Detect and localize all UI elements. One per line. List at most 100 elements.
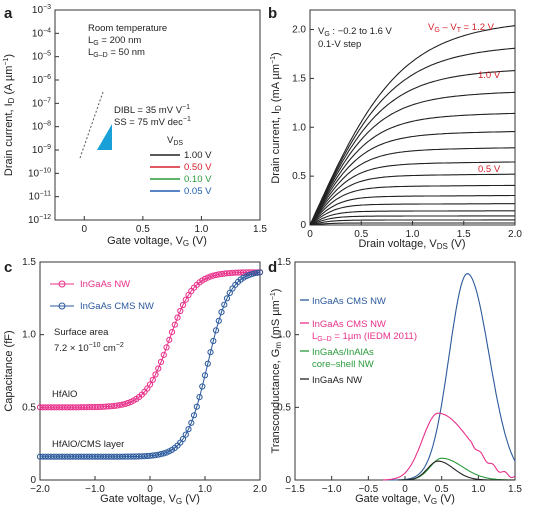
pc-point-1-77 xyxy=(248,271,255,278)
pd-xtick-label-1: −1.0 xyxy=(322,484,342,495)
panel-b-label: b xyxy=(268,5,277,22)
pa-legend-label-0: 1.00 V xyxy=(184,150,212,161)
pc-point-1-59 xyxy=(199,383,206,390)
panel-d: d 0 0.5 1.0 1.5 −1.5 −1.0 −0.5 0 0.5 1.0 1.5 InGa… xyxy=(268,257,522,506)
panel-c-y-ticks: 0 0.5 1.0 1.5 xyxy=(22,257,44,486)
pb-curve-14 xyxy=(309,219,515,226)
panel-c-legend: InGaAs NW InGaAs CMS NW xyxy=(50,279,154,312)
pd-xtick-label-6: 1.5 xyxy=(508,484,522,495)
pc-point-0-30 xyxy=(119,401,126,408)
pb-xtick-label-4: 2.0 xyxy=(508,229,522,240)
pc-point-1-52 xyxy=(179,435,187,443)
pc-point-1-79 xyxy=(254,269,261,276)
pb-ytick-label-1: 0.5 xyxy=(292,171,306,182)
pa-ytick-label-1: 10−11 xyxy=(29,191,52,203)
pc-point-1-64 xyxy=(212,327,220,334)
pc-point-0-41 xyxy=(149,376,156,383)
pc-point-1-43 xyxy=(155,451,162,458)
pb-curve-1 xyxy=(309,47,516,226)
pc-point-0-44 xyxy=(157,358,165,365)
pc-legend-marker-0 xyxy=(58,280,66,288)
pb-xtick-label-1: 0.5 xyxy=(354,229,368,240)
pc-xtick-label-3: 1.0 xyxy=(198,484,212,495)
pc-legend-label-1: InGaAs CMS NW xyxy=(80,301,154,312)
pa-ann-lg: LG = 200 nm xyxy=(88,35,141,47)
pc-point-0-43 xyxy=(155,365,162,372)
pc-point-1-65 xyxy=(215,317,222,324)
panel-c: c 00.51.01.5 −2.0 −1.0 0 1.0 2.0 InGaAs NWIn… xyxy=(3,257,267,506)
pa-ylabel: Drain current, ID (A µm−1) xyxy=(3,54,16,176)
pc-point-0-50 xyxy=(174,314,181,321)
pc-point-1-45 xyxy=(160,450,167,457)
panel-a-frame xyxy=(54,9,261,221)
pc-ytick-label-2: 1.0 xyxy=(22,330,36,341)
pd-ytick-label-0: 0 xyxy=(285,475,291,486)
panel-b: b 0 0.5 1.0 1.5 2.0 0 0.5 1.0 1.5 2.0 VG : −0.2 … xyxy=(268,5,522,251)
pc-ytick-label-1: 0.5 xyxy=(22,402,36,413)
pc-ann-area: 7.2 × 10−10 cm−2 xyxy=(54,342,124,354)
pc-curve-0 xyxy=(40,271,261,408)
pc-point-0-52 xyxy=(179,301,187,309)
pc-point-0-53 xyxy=(182,296,189,303)
pb-curve-5 xyxy=(309,131,515,226)
pb-curve-6 xyxy=(309,147,515,226)
pd-legend-ingaas: InGaAs NW xyxy=(312,375,362,386)
pc-point-0-31 xyxy=(122,400,129,407)
panel-c-x-ticks: −2.0 −1.0 0 1.0 2.0 xyxy=(30,476,267,495)
panel-c-curves xyxy=(36,269,264,460)
pa-legend-label-2: 0.10 V xyxy=(184,174,212,185)
pc-ylabel: Capacitance (fF) xyxy=(3,330,15,411)
pc-point-0-62 xyxy=(207,273,214,280)
pc-point-0-49 xyxy=(171,321,178,328)
pc-xlabel: Gate voltage, VG (V) xyxy=(100,493,200,506)
pb-ann-low: 0.5 V xyxy=(478,164,501,175)
pb-ytick-label-3: 1.5 xyxy=(292,73,306,84)
pc-point-0-42 xyxy=(152,371,159,378)
pb-ann-top: VG – VT = 1.2 V xyxy=(428,22,495,34)
pc-point-0-40 xyxy=(146,381,154,388)
pb-xtick-label-2: 1.0 xyxy=(406,229,420,240)
pd-xtick-label-4: 0.5 xyxy=(435,484,449,495)
pa-xtick-label-2: 1.0 xyxy=(194,224,208,235)
pc-point-1-63 xyxy=(210,337,217,345)
pd-ytick-label-1: 0.5 xyxy=(277,402,291,413)
pc-xtick-label-1: −1.0 xyxy=(85,484,105,495)
panel-a-x-ticks: 0 0.5 1.0 1.5 xyxy=(82,216,267,235)
pc-point-1-57 xyxy=(193,403,200,410)
pc-point-0-54 xyxy=(185,291,192,299)
pd-ylabel: Transconductance, Gm (mS µm−1) xyxy=(270,289,283,454)
pb-curve-9 xyxy=(309,184,515,226)
pb-curve-7 xyxy=(309,161,515,226)
pa-ytick-label-8: 10−4 xyxy=(32,27,51,39)
pd-curve-0 xyxy=(383,273,516,481)
panel-a-legend: 1.00 V0.50 V0.10 V0.05 V xyxy=(150,150,212,197)
pc-point-1-46 xyxy=(163,449,170,456)
pb-ytick-label-0: 0 xyxy=(300,220,306,231)
pa-ytick-label-7: 10−5 xyxy=(32,51,51,63)
panel-d-frame xyxy=(294,261,516,481)
pc-point-1-55 xyxy=(188,419,195,426)
pc-point-1-62 xyxy=(207,349,214,356)
pc-xtick-label-0: −2.0 xyxy=(30,484,50,495)
panel-b-y-ticks: 0 0.5 1.0 1.5 2.0 xyxy=(292,25,314,231)
pd-legend-lgd: LG–D = 1µm (IEDM 2011) xyxy=(312,331,417,343)
pa-legend-title: VDS xyxy=(167,135,183,147)
pd-ytick-label-3: 1.5 xyxy=(277,257,291,268)
pc-ann-hfalo-cms: HfAlO/CMS layer xyxy=(52,439,124,450)
pd-legend-coreshell: InGaAs/InAlAs xyxy=(312,347,374,358)
pd-xtick-label-0: −1.5 xyxy=(285,484,305,495)
pa-ytick-label-2: 10−10 xyxy=(28,167,51,179)
pb-curve-2 xyxy=(309,70,516,226)
panel-d-y-ticks: 0 0.5 1.0 1.5 xyxy=(277,257,299,486)
pc-point-0-32 xyxy=(124,399,132,407)
pa-xtick-label-3: 1.5 xyxy=(253,224,267,235)
panel-a-label: a xyxy=(4,5,13,22)
pd-xtick-label-5: 1.0 xyxy=(471,484,485,495)
pb-curve-13 xyxy=(309,215,515,226)
pc-point-0-63 xyxy=(210,272,217,279)
pb-curve-3 xyxy=(309,91,516,226)
pd-xtick-label-2: −0.5 xyxy=(358,484,378,495)
pc-point-1-53 xyxy=(182,431,189,438)
pc-point-1-69 xyxy=(226,289,233,296)
pb-xlabel: Drain voltage, VDS (V) xyxy=(358,238,465,251)
